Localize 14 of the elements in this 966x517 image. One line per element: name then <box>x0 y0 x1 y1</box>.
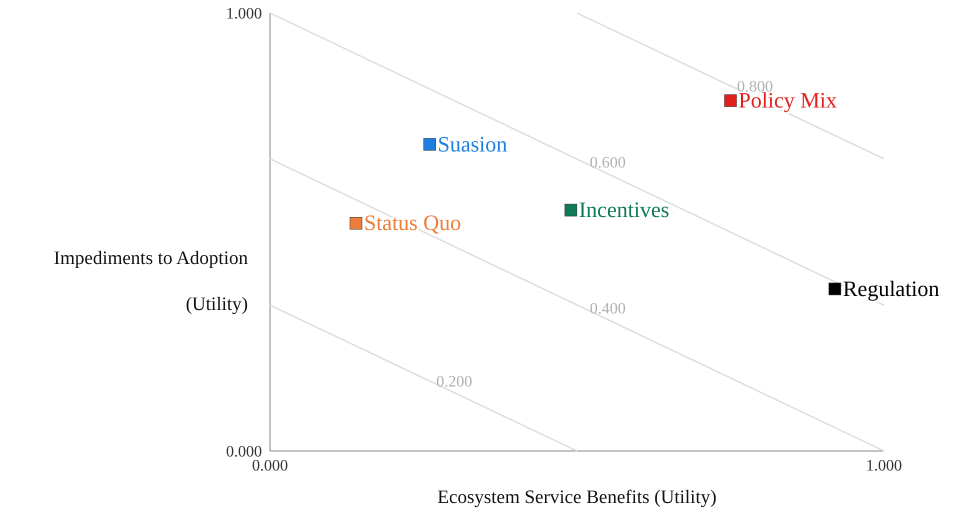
point <box>564 204 578 216</box>
annotation: 0.400 <box>590 300 626 318</box>
series-label: Incentives <box>578 197 670 222</box>
annotation: 0.200 <box>436 374 472 391</box>
point <box>724 94 737 107</box>
series-label: Status Quo <box>364 210 462 236</box>
series-label: Suasion <box>438 131 508 156</box>
point <box>350 216 362 230</box>
point <box>828 282 842 296</box>
series-label: Regulation <box>842 276 940 301</box>
text: Impediments to Adoption (Utility) <box>54 248 248 315</box>
x-axis-title: Ecosystem Service Benefits (Utility) <box>437 487 717 508</box>
annotation: 0.600 <box>590 154 626 172</box>
point <box>423 138 436 151</box>
